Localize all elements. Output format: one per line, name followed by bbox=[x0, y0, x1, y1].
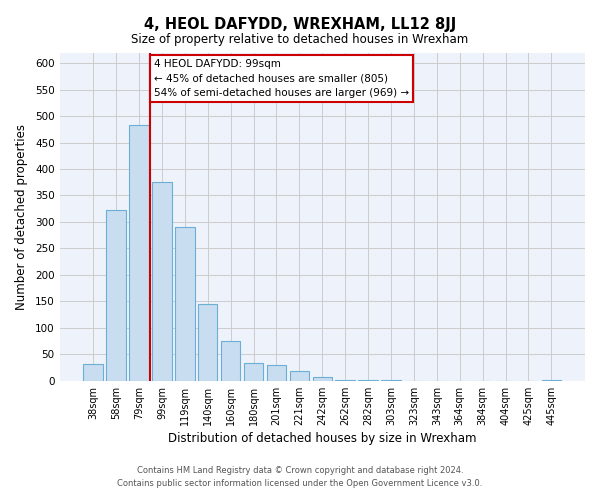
X-axis label: Distribution of detached houses by size in Wrexham: Distribution of detached houses by size … bbox=[168, 432, 476, 445]
Bar bbox=[381, 380, 401, 381]
Bar bbox=[152, 182, 172, 381]
Bar bbox=[244, 363, 263, 381]
Text: Contains HM Land Registry data © Crown copyright and database right 2024.
Contai: Contains HM Land Registry data © Crown c… bbox=[118, 466, 482, 487]
Bar bbox=[290, 372, 309, 381]
Bar bbox=[129, 125, 149, 381]
Bar bbox=[83, 364, 103, 381]
Text: 4 HEOL DAFYDD: 99sqm
← 45% of detached houses are smaller (805)
54% of semi-deta: 4 HEOL DAFYDD: 99sqm ← 45% of detached h… bbox=[154, 59, 409, 98]
Text: 4, HEOL DAFYDD, WREXHAM, LL12 8JJ: 4, HEOL DAFYDD, WREXHAM, LL12 8JJ bbox=[144, 18, 456, 32]
Y-axis label: Number of detached properties: Number of detached properties bbox=[15, 124, 28, 310]
Bar bbox=[335, 380, 355, 381]
Bar bbox=[542, 380, 561, 381]
Bar bbox=[221, 340, 241, 381]
Bar bbox=[175, 226, 194, 381]
Bar bbox=[198, 304, 217, 381]
Bar bbox=[267, 365, 286, 381]
Bar bbox=[313, 377, 332, 381]
Text: Size of property relative to detached houses in Wrexham: Size of property relative to detached ho… bbox=[131, 32, 469, 46]
Bar bbox=[358, 380, 378, 381]
Bar bbox=[106, 210, 126, 381]
